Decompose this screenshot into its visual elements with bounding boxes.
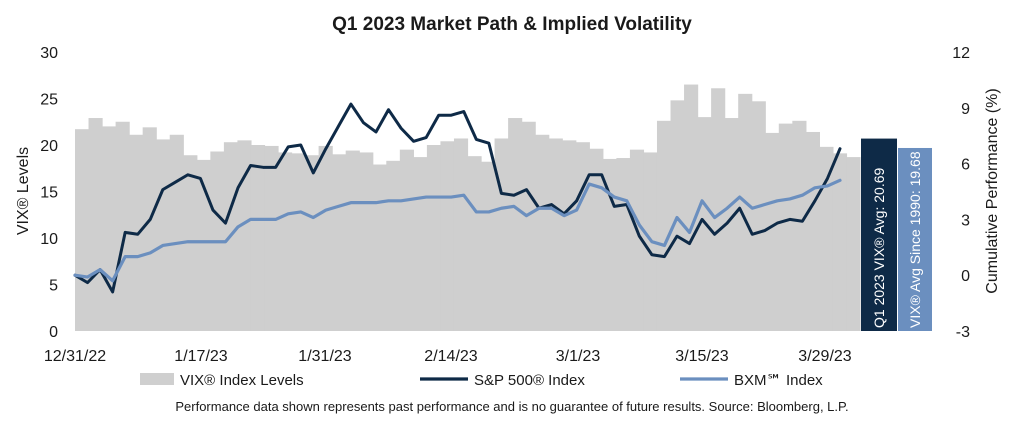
right-tick-label: 12	[952, 45, 970, 62]
vix-column	[792, 120, 807, 331]
vix-column	[508, 118, 523, 331]
x-tick-label: 3/1/23	[556, 348, 601, 365]
vix-column	[684, 84, 699, 331]
legend-label: S&P 500® Index	[474, 372, 585, 389]
q1-avg-label: Q1 2023 VIX® Avg: 20.69	[871, 168, 887, 328]
x-tick-label: 1/17/23	[174, 348, 227, 365]
vix-column	[778, 123, 793, 331]
q1-avg-bar	[861, 138, 897, 331]
vix-column	[196, 159, 211, 331]
vix-column	[494, 138, 509, 331]
vix-column	[656, 120, 672, 331]
sp500-line	[73, 102, 842, 294]
long-term-avg-label: VIX® Avg Since 1990: 19.68	[907, 151, 923, 328]
left-tick-label: 30	[40, 45, 58, 62]
chart-title: Q1 2023 Market Path & Implied Volatility	[332, 14, 692, 35]
vix-column	[264, 145, 279, 331]
left-tick-label: 10	[40, 231, 58, 248]
vix-column	[521, 121, 536, 331]
vix-column	[616, 158, 631, 331]
x-tick-label: 3/29/23	[798, 348, 851, 365]
right-tick-label: 0	[961, 268, 970, 285]
vix-column	[589, 148, 604, 331]
vix-column	[142, 127, 157, 331]
legend-label: BXM℠ Index	[734, 372, 823, 389]
vix-column	[562, 140, 577, 331]
vix-column	[670, 100, 685, 331]
vix-column	[88, 118, 103, 331]
vix-column	[751, 101, 766, 331]
right-tick-label: 3	[961, 212, 970, 229]
x-tick-label: 2/14/23	[424, 348, 477, 365]
right-tick-label: -3	[956, 324, 970, 341]
vix-column	[399, 149, 414, 331]
vix-column	[169, 134, 184, 331]
footnote: Performance data shown represents past p…	[175, 399, 848, 414]
vix-column	[819, 146, 834, 331]
long-term-avg-bar	[898, 147, 932, 331]
legend-label: VIX® Index Levels	[180, 372, 304, 389]
vix-column	[805, 131, 820, 331]
vix-column	[250, 145, 266, 331]
x-tick-label: 12/31/22	[44, 348, 106, 365]
x-tick-label: 1/31/23	[298, 348, 351, 365]
left-tick-label: 20	[40, 138, 58, 155]
vix-column	[359, 152, 374, 331]
bxm-line	[73, 178, 842, 283]
vix-column	[629, 149, 645, 331]
vix-column	[115, 121, 130, 331]
vix-column	[453, 138, 469, 331]
vix-area-layer	[75, 84, 861, 332]
vix-column	[765, 132, 780, 331]
vix-column	[372, 164, 387, 331]
right-tick-label: 6	[961, 157, 970, 174]
vix-column	[711, 88, 726, 332]
line-series-layer	[73, 102, 842, 294]
axes-layer: 0 5 10 15 20 25 30 -3 0 3 6 9 12 12/31/22 1/17/23 1/31/…	[15, 45, 1001, 365]
vix-column	[305, 155, 320, 331]
vix-column	[291, 153, 306, 331]
legend: VIX® Index Levels S&P 500® Index BXM℠ Inde…	[140, 372, 823, 389]
right-axis-label: Cumulative Performance (%)	[984, 88, 1001, 293]
vix-column	[318, 145, 333, 331]
x-tick-label: 3/15/23	[675, 348, 728, 365]
vix-column	[345, 150, 360, 331]
legend-swatch-vix	[140, 373, 174, 385]
vix-column	[75, 129, 90, 331]
vix-column	[156, 139, 171, 331]
left-tick-label: 15	[40, 185, 58, 202]
right-tick-label: 9	[961, 101, 970, 118]
vix-column	[332, 154, 347, 331]
vix-column	[278, 152, 293, 331]
reference-bars-layer: Q1 2023 VIX® Avg: 20.69 VIX® Avg Since 19…	[861, 138, 932, 331]
vix-column	[738, 93, 753, 331]
vix-column	[832, 153, 848, 331]
vix-column	[548, 138, 563, 331]
vix-column	[413, 157, 428, 331]
vix-column	[846, 157, 861, 331]
vix-column	[440, 141, 455, 331]
vix-column	[535, 134, 550, 331]
vix-column	[102, 126, 117, 332]
left-tick-label: 0	[49, 324, 58, 341]
left-axis-label: VIX® Levels	[15, 147, 32, 235]
vix-column	[426, 145, 442, 331]
left-tick-label: 25	[40, 92, 58, 109]
vix-column	[237, 140, 252, 331]
vix-column	[386, 160, 401, 331]
vix-column	[467, 156, 482, 331]
vix-column	[481, 161, 496, 331]
vix-column	[724, 118, 739, 331]
left-tick-label: 5	[49, 278, 58, 295]
vix-column	[575, 142, 590, 331]
